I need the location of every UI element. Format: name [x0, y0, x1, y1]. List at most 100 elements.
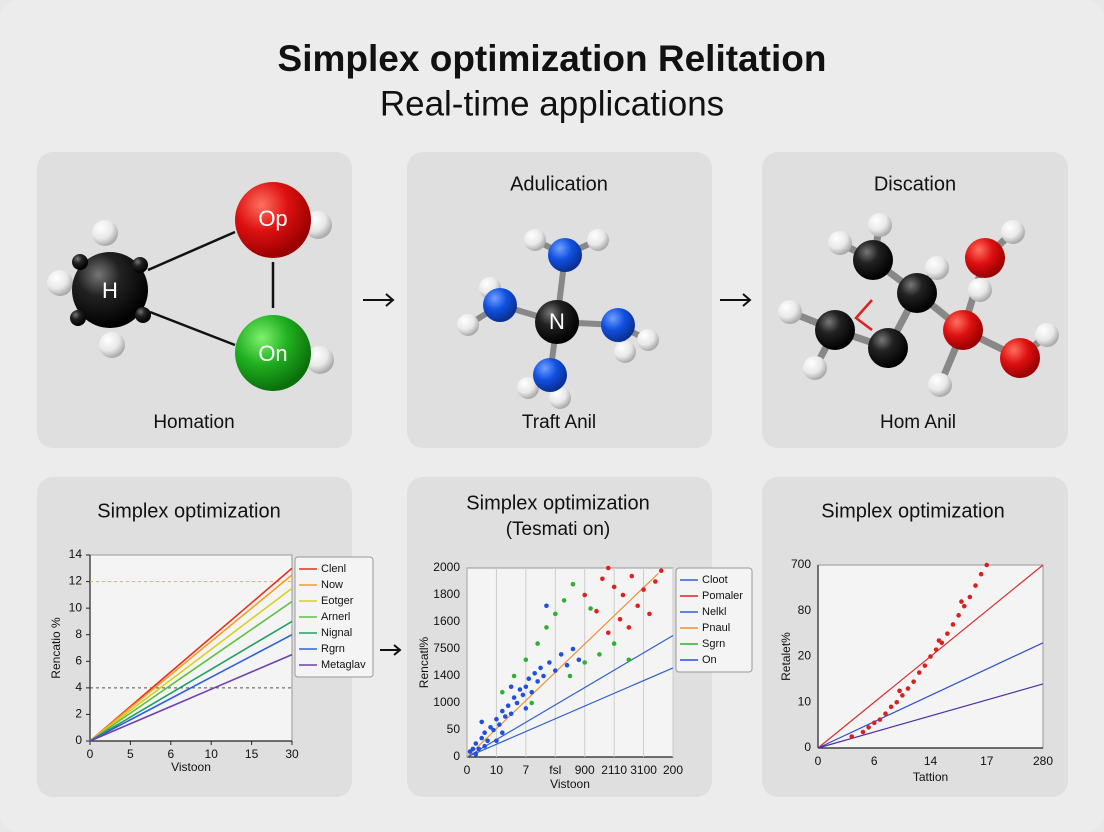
point — [508, 684, 514, 690]
atom — [72, 252, 148, 328]
point — [626, 657, 632, 663]
y-tick-label: 10 — [69, 600, 83, 614]
y-tick-label: 12 — [69, 574, 83, 588]
point — [523, 684, 529, 690]
atom — [235, 182, 311, 258]
series-line — [466, 634, 674, 758]
point — [961, 603, 967, 609]
atom — [535, 300, 579, 344]
y-tick-label: 14 — [69, 547, 83, 561]
legend-box — [675, 567, 753, 673]
atom-label: Op — [258, 206, 287, 231]
atom — [548, 238, 582, 272]
x-tick-label: 14 — [924, 754, 938, 768]
atom — [549, 387, 571, 409]
point — [479, 719, 485, 725]
point — [505, 703, 511, 708]
series-line — [89, 634, 293, 742]
legend-label: Clenl — [321, 563, 346, 575]
atom — [72, 254, 88, 270]
atom — [132, 257, 148, 273]
series-line — [817, 683, 1044, 749]
atom-label: N — [549, 309, 565, 334]
y-tick-label: 2 — [75, 707, 82, 721]
point — [488, 725, 493, 730]
point — [576, 657, 582, 663]
chart-title: Simplex optimization — [821, 500, 1004, 522]
atom — [1000, 338, 1040, 378]
point — [482, 743, 487, 749]
y-tick-label: 50 — [447, 722, 461, 736]
point — [597, 652, 602, 657]
point — [866, 725, 871, 730]
atom — [868, 213, 892, 237]
y-tick-label: 0 — [75, 733, 82, 747]
point — [888, 704, 894, 710]
x-tick-label: 2110 — [601, 763, 627, 777]
chart-title: Simplex optimization — [466, 492, 649, 514]
point — [529, 689, 535, 695]
bond — [149, 310, 236, 347]
atom — [868, 328, 908, 368]
legend-label: Metaglav — [321, 659, 366, 671]
point — [658, 568, 664, 573]
point — [511, 695, 517, 700]
atom — [1035, 323, 1059, 347]
series-line — [89, 600, 293, 742]
point — [523, 657, 529, 663]
point — [479, 735, 485, 741]
point — [476, 746, 482, 752]
plot-frame — [466, 567, 674, 758]
point — [473, 752, 479, 757]
x-tick-label: 900 — [575, 763, 595, 777]
atom — [306, 346, 334, 374]
y-tick-label: 0 — [804, 740, 811, 754]
point — [552, 668, 558, 673]
legend-label: On — [702, 654, 717, 666]
point — [871, 720, 877, 726]
legend-box — [294, 556, 374, 678]
y-tick-label: 1000 — [433, 695, 460, 709]
series-line — [89, 620, 293, 742]
point — [611, 641, 617, 646]
arrows — [363, 293, 752, 656]
legend-label: Sgrn — [702, 638, 725, 650]
bond — [147, 230, 236, 272]
point — [517, 687, 523, 692]
legend-label: Cloot — [702, 574, 728, 586]
legend-label: Now — [321, 579, 343, 591]
point — [950, 622, 956, 627]
molecule: N — [457, 229, 659, 409]
point — [967, 594, 973, 600]
point — [500, 708, 505, 714]
point — [620, 592, 626, 598]
legend-label: Pomaler — [702, 590, 743, 602]
point — [547, 660, 552, 665]
y-tick-label: 1400 — [433, 668, 460, 682]
molecule: H Op On — [47, 182, 334, 391]
atom — [637, 329, 659, 351]
point — [594, 608, 599, 614]
point — [526, 676, 532, 681]
point — [605, 630, 611, 636]
point — [945, 631, 950, 636]
legend-label: Pnaul — [702, 622, 730, 634]
y-axis-label: Rencatl% — [417, 636, 431, 688]
y-tick-label: 4 — [75, 680, 82, 694]
x-tick-label: 15 — [245, 747, 259, 761]
point — [520, 692, 526, 698]
atom — [457, 314, 479, 336]
point — [928, 654, 933, 659]
y-tick-label: 0 — [453, 749, 460, 763]
series-line — [89, 574, 293, 742]
point — [482, 730, 487, 735]
legend-label: Eotger — [321, 595, 354, 607]
y-axis-label: Retalet% — [779, 632, 793, 681]
atom — [92, 220, 118, 246]
atom — [601, 308, 635, 342]
point — [552, 611, 558, 617]
atom — [614, 341, 636, 363]
atom — [99, 332, 125, 358]
point — [523, 706, 529, 711]
